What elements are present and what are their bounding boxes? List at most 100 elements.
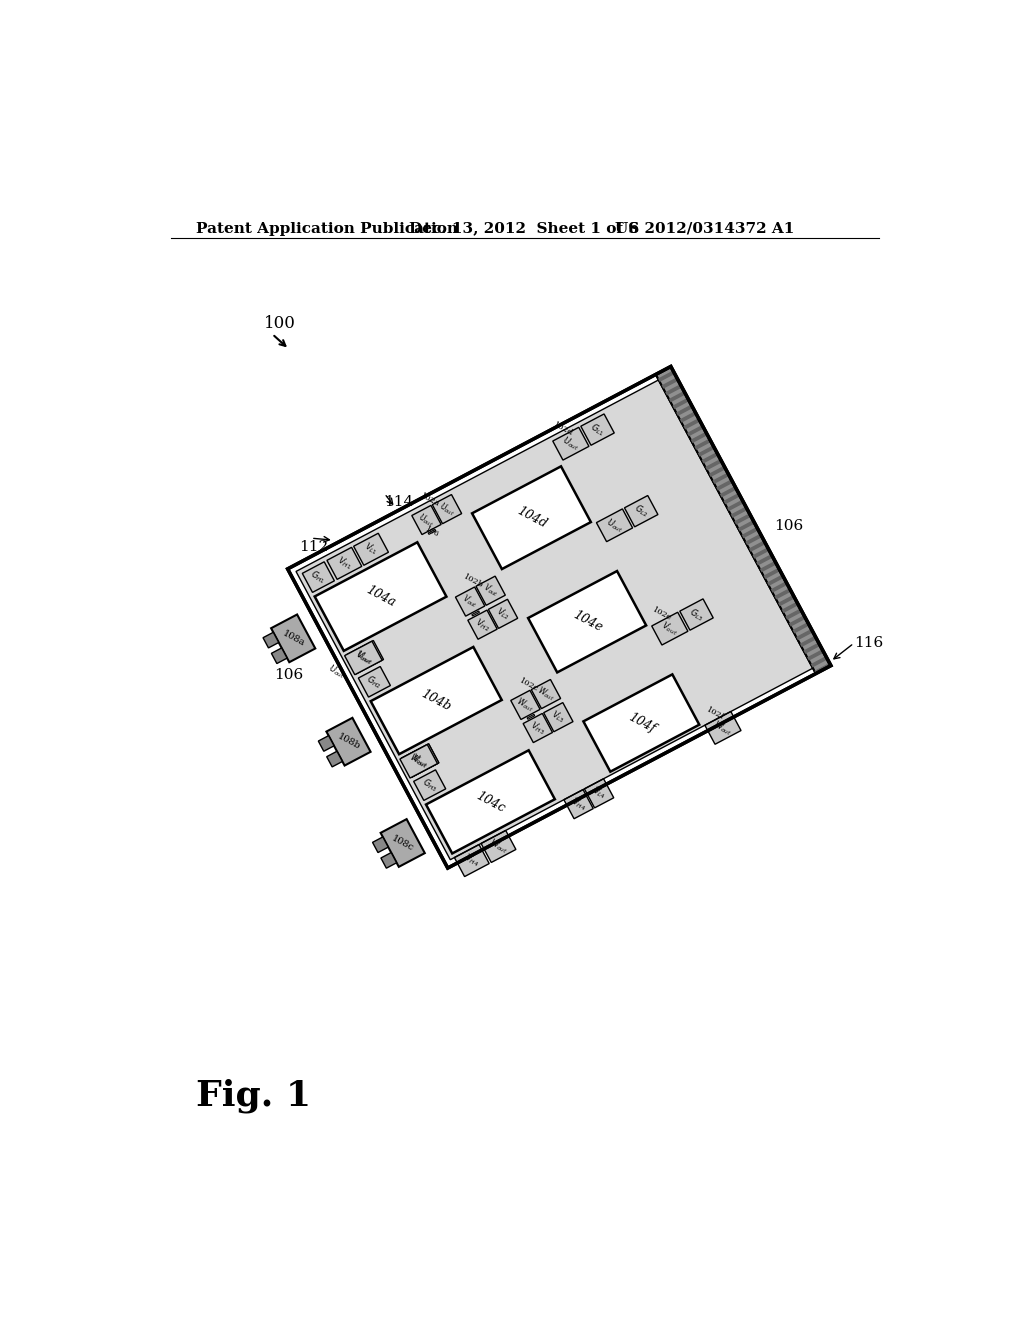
Text: $G_{H1}$: $G_{H1}$ (308, 568, 329, 586)
Text: 104e: 104e (570, 609, 604, 635)
Polygon shape (760, 561, 777, 573)
Text: $U_{out}$: $U_{out}$ (560, 434, 582, 454)
Text: $W_{out}$: $W_{out}$ (486, 837, 510, 857)
Polygon shape (581, 414, 614, 445)
Polygon shape (271, 615, 315, 663)
Text: US 2012/0314372 A1: US 2012/0314372 A1 (614, 222, 794, 235)
Text: $U_{out}$: $U_{out}$ (416, 511, 436, 529)
Text: $V_{H4}$: $V_{H4}$ (462, 851, 481, 870)
Polygon shape (701, 453, 719, 463)
Text: $G_{L2}$: $G_{L2}$ (632, 502, 650, 520)
Text: $V_{L4}$: $V_{L4}$ (590, 784, 608, 803)
Polygon shape (488, 599, 518, 628)
Polygon shape (683, 418, 700, 429)
Polygon shape (544, 702, 573, 731)
Text: $G_{H2}$: $G_{H2}$ (365, 672, 384, 692)
Text: 102d: 102d (552, 421, 574, 438)
Polygon shape (584, 675, 699, 772)
Polygon shape (296, 380, 813, 859)
Polygon shape (662, 378, 679, 388)
Text: 106: 106 (774, 519, 804, 533)
Text: 106: 106 (424, 525, 440, 539)
Polygon shape (428, 529, 436, 535)
Polygon shape (655, 367, 830, 673)
Text: $V_{out}$: $V_{out}$ (659, 619, 681, 639)
Polygon shape (472, 466, 591, 569)
Text: 102c: 102c (518, 676, 540, 693)
Polygon shape (734, 513, 752, 524)
Polygon shape (426, 750, 555, 854)
Polygon shape (564, 789, 593, 818)
Polygon shape (741, 527, 759, 539)
Polygon shape (625, 495, 658, 527)
Polygon shape (263, 632, 279, 648)
Polygon shape (456, 587, 484, 616)
Polygon shape (727, 500, 744, 511)
Polygon shape (764, 568, 780, 579)
Polygon shape (676, 404, 693, 416)
Polygon shape (807, 649, 824, 660)
Polygon shape (401, 744, 439, 777)
Text: $V_{H2}$: $V_{H2}$ (473, 615, 493, 634)
Text: Fig. 1: Fig. 1 (197, 1078, 311, 1113)
Polygon shape (713, 473, 729, 484)
Text: 116: 116 (854, 636, 884, 651)
Polygon shape (785, 609, 802, 620)
Polygon shape (596, 510, 633, 541)
Text: $V_{out}$: $V_{out}$ (480, 581, 501, 601)
Text: $V_{out}$: $V_{out}$ (352, 648, 374, 668)
Polygon shape (414, 770, 445, 800)
Polygon shape (771, 581, 787, 593)
Polygon shape (345, 642, 382, 675)
Polygon shape (781, 602, 799, 612)
Text: $V_{L1}$: $V_{L1}$ (361, 540, 380, 558)
Polygon shape (511, 690, 540, 719)
Text: 104d: 104d (514, 504, 549, 531)
Polygon shape (731, 507, 748, 517)
Polygon shape (481, 830, 516, 862)
Text: 108c: 108c (390, 833, 416, 853)
Polygon shape (745, 533, 762, 545)
Polygon shape (669, 391, 686, 403)
Polygon shape (353, 533, 388, 565)
Polygon shape (666, 384, 682, 396)
Polygon shape (400, 744, 437, 777)
Text: $W_{out}$: $W_{out}$ (407, 751, 430, 771)
Text: 108b: 108b (336, 731, 361, 751)
Polygon shape (455, 845, 489, 876)
Text: 102b: 102b (462, 573, 484, 590)
Polygon shape (793, 622, 809, 634)
Polygon shape (476, 576, 505, 606)
Polygon shape (705, 711, 741, 744)
Polygon shape (271, 648, 287, 664)
Text: 104f: 104f (626, 710, 657, 735)
Text: 104b: 104b (419, 688, 454, 714)
Polygon shape (373, 837, 388, 853)
Text: $W_{out}$: $W_{out}$ (711, 718, 735, 738)
Text: $V_{H4}$: $V_{H4}$ (568, 795, 589, 813)
Text: 114: 114 (384, 495, 414, 510)
Polygon shape (716, 479, 733, 491)
Polygon shape (655, 367, 830, 673)
Polygon shape (804, 643, 820, 653)
Polygon shape (468, 610, 498, 639)
Polygon shape (767, 574, 784, 586)
Polygon shape (673, 397, 689, 409)
Text: $V_{H3}$: $V_{H3}$ (528, 719, 548, 737)
Text: 106: 106 (274, 668, 304, 682)
Text: 100: 100 (263, 315, 296, 333)
Text: 104a: 104a (364, 583, 397, 610)
Polygon shape (381, 820, 425, 867)
Polygon shape (327, 718, 371, 766)
Text: 102f: 102f (706, 706, 726, 722)
Polygon shape (528, 572, 646, 672)
Polygon shape (412, 506, 441, 535)
Polygon shape (723, 492, 740, 504)
Text: $W_{out}$: $W_{out}$ (535, 684, 557, 704)
Polygon shape (814, 663, 831, 675)
Text: $V_{out}$: $V_{out}$ (460, 593, 480, 611)
Polygon shape (523, 713, 553, 743)
Polygon shape (680, 412, 696, 422)
Polygon shape (346, 640, 384, 675)
Text: $V_{L3}$: $V_{L3}$ (549, 709, 567, 726)
